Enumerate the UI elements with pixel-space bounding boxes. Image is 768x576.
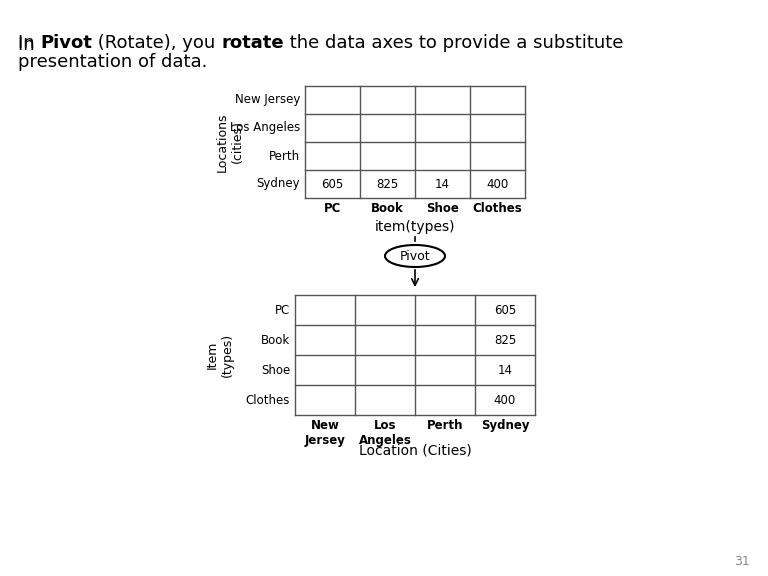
Text: Pivot: Pivot [399, 249, 430, 263]
Text: Perth: Perth [427, 419, 463, 432]
Text: 31: 31 [734, 555, 750, 568]
Text: Clothes: Clothes [472, 202, 522, 215]
Text: Sydney: Sydney [257, 177, 300, 191]
Text: Perth: Perth [269, 150, 300, 162]
Text: Pivot: Pivot [41, 34, 92, 52]
Text: New
Jersey: New Jersey [305, 419, 346, 447]
Text: (Rotate), you: (Rotate), you [92, 34, 221, 52]
Text: In: In [18, 34, 41, 52]
Text: Shoe: Shoe [426, 202, 459, 215]
Text: 605: 605 [321, 177, 343, 191]
Text: Location (Cities): Location (Cities) [359, 443, 472, 457]
Text: Shoe: Shoe [261, 363, 290, 377]
Text: Los
Angeles: Los Angeles [359, 419, 412, 447]
Text: New Jersey: New Jersey [235, 93, 300, 107]
Text: Los Angeles: Los Angeles [230, 122, 300, 135]
Text: In: In [18, 36, 41, 54]
Text: item(types): item(types) [375, 220, 455, 234]
Text: the data axes to provide a substitute: the data axes to provide a substitute [284, 34, 624, 52]
Text: presentation of data.: presentation of data. [18, 53, 207, 71]
Text: Locations
(cities): Locations (cities) [216, 112, 244, 172]
Text: 14: 14 [498, 363, 512, 377]
Text: 825: 825 [376, 177, 399, 191]
Text: 14: 14 [435, 177, 450, 191]
Text: Book: Book [261, 334, 290, 347]
Text: PC: PC [324, 202, 341, 215]
Text: 825: 825 [494, 334, 516, 347]
Text: Clothes: Clothes [246, 393, 290, 407]
Text: Sydney: Sydney [481, 419, 529, 432]
Text: rotate: rotate [221, 34, 284, 52]
Text: 400: 400 [494, 393, 516, 407]
Text: Item
(types): Item (types) [206, 333, 234, 377]
Text: Book: Book [371, 202, 404, 215]
Text: 605: 605 [494, 304, 516, 316]
Text: 400: 400 [486, 177, 508, 191]
Text: PC: PC [275, 304, 290, 316]
